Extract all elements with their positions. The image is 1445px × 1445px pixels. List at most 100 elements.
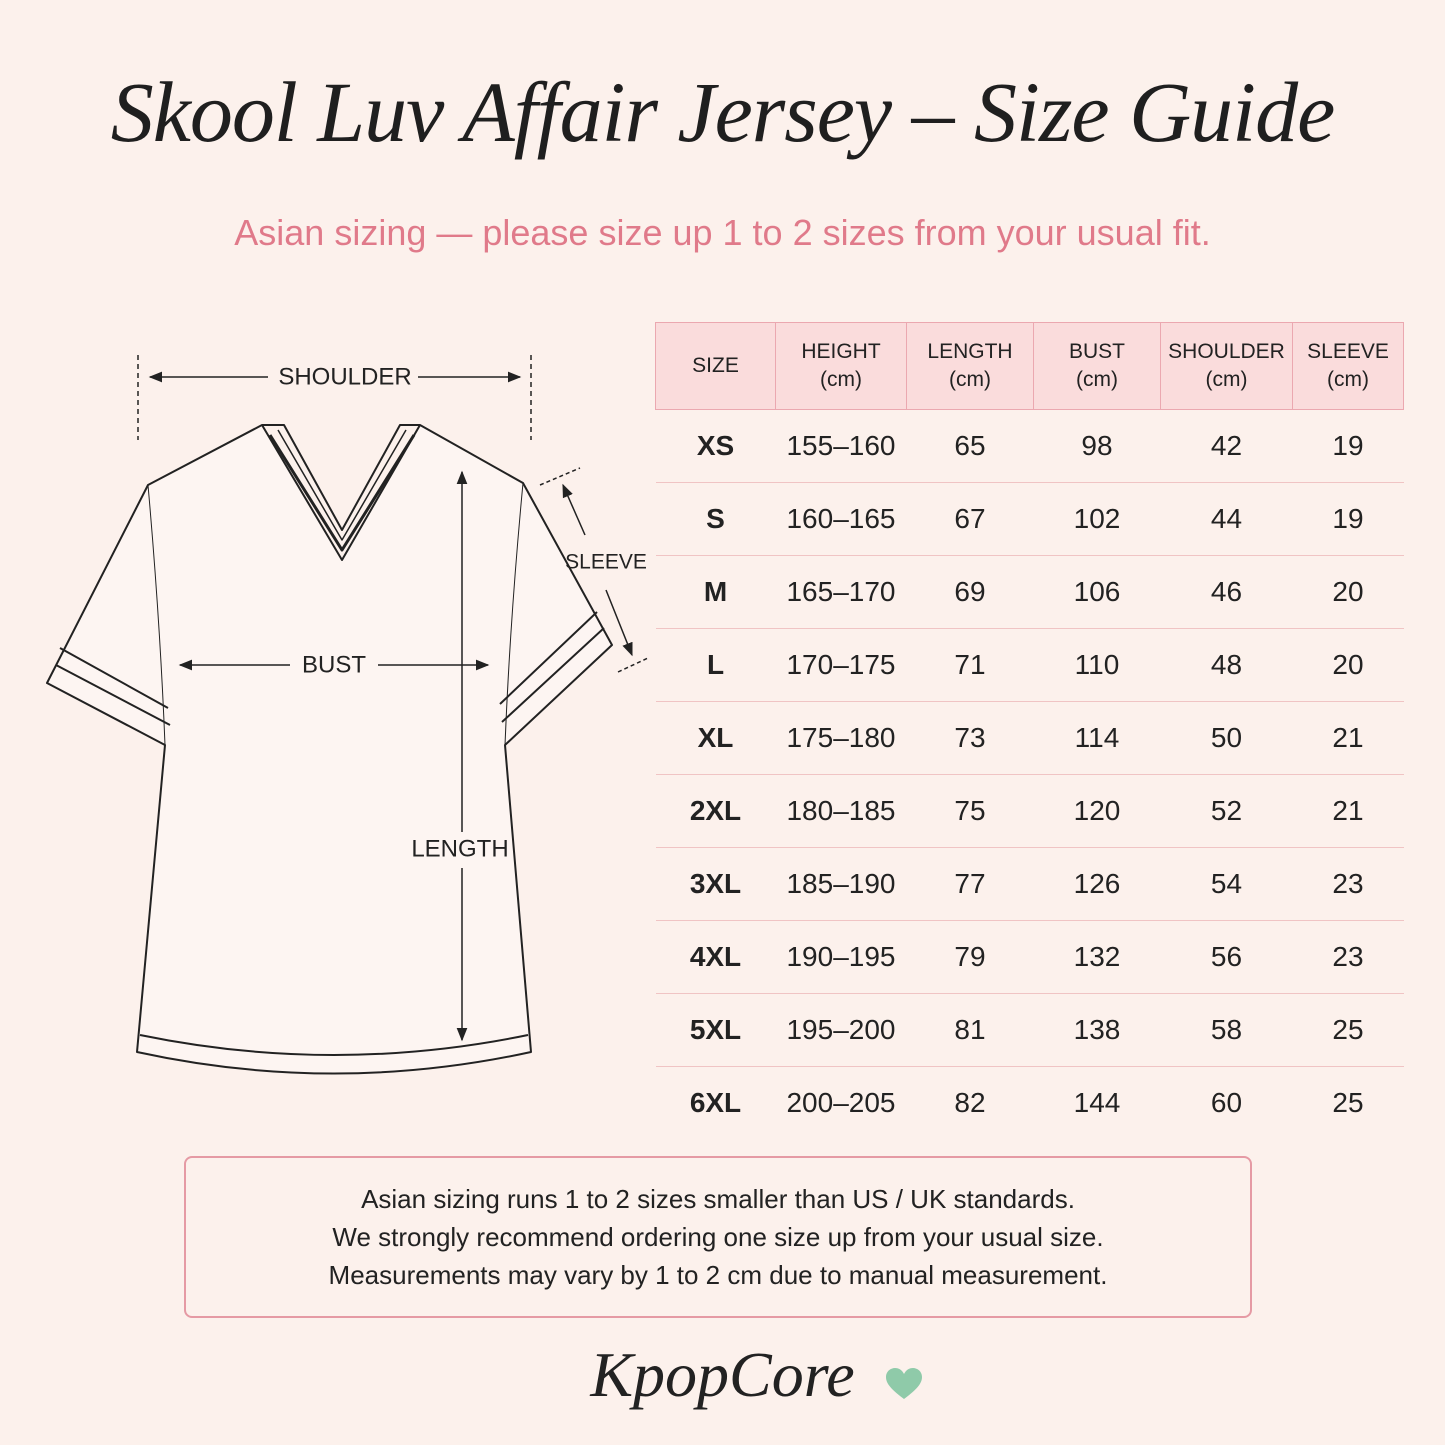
value-cell: 44: [1160, 482, 1293, 556]
value-cell: 106: [1033, 555, 1161, 629]
value-cell: 25: [1292, 993, 1404, 1067]
heart-icon: [886, 1368, 922, 1399]
table-row: M 165–170 69 106 46 20: [655, 555, 1404, 629]
note-line: Asian sizing runs 1 to 2 sizes smaller t…: [361, 1184, 1075, 1214]
value-cell: 120: [1033, 774, 1161, 848]
table-row: 6XL 200–205 82 144 60 25: [656, 1067, 1404, 1140]
value-cell: 98: [1033, 409, 1161, 483]
table-row: 4XL 190–195 79 132 56 23: [655, 920, 1404, 994]
value-cell: 200–205: [786, 1087, 896, 1118]
value-cell: 67: [906, 482, 1034, 556]
column-header: SLEEVE (cm): [1292, 322, 1404, 410]
value-cell: 21: [1292, 701, 1404, 775]
value-cell: 21: [1292, 774, 1404, 848]
size-cell: 5XL: [655, 993, 776, 1067]
size-cell: L: [655, 628, 776, 702]
value-cell: 82: [954, 1087, 986, 1118]
note-box: Asian sizing runs 1 to 2 sizes smaller t…: [184, 1156, 1252, 1318]
value-cell: 79: [906, 920, 1034, 994]
column-unit: (cm): [949, 368, 991, 391]
value-cell: 54: [1160, 847, 1293, 921]
column-label: SLEEVE: [1307, 340, 1389, 363]
value-cell: 48: [1160, 628, 1293, 702]
value-cell: 58: [1160, 993, 1293, 1067]
value-cell: 185–190: [775, 847, 907, 921]
size-table: SIZE HEIGHT (cm) LENGTH (cm) BUST (cm) SHOULDER…: [655, 322, 1404, 1139]
value-cell: 25: [1332, 1087, 1364, 1118]
size-cell: 6XL: [689, 1087, 742, 1118]
value-cell: 132: [1033, 920, 1161, 994]
value-cell: 19: [1292, 482, 1404, 556]
column-header: LENGTH (cm): [906, 322, 1034, 410]
value-cell: 190–195: [775, 920, 907, 994]
length-label: LENGTH: [411, 835, 508, 862]
column-unit: (cm): [1205, 368, 1248, 391]
value-cell: 69: [906, 555, 1034, 629]
column-unit: (cm): [1327, 368, 1369, 391]
sleeve-label: SLEEVE: [565, 551, 647, 574]
value-cell: 71: [906, 628, 1034, 702]
column-label: LENGTH: [927, 340, 1013, 363]
column-label: SHOULDER: [1168, 340, 1285, 363]
value-cell: 19: [1292, 409, 1404, 483]
value-cell: 126: [1033, 847, 1161, 921]
value-cell: 23: [1292, 920, 1404, 994]
subtitle: Asian sizing — please size up 1 to 2 siz…: [234, 212, 1211, 253]
measure-lines: [137, 355, 649, 1042]
table-row: S 160–165 67 102 44 19: [655, 482, 1404, 556]
note-line: Measurements may vary by 1 to 2 cm due t…: [328, 1260, 1108, 1290]
column-header: SIZE: [655, 322, 776, 410]
column-label: HEIGHT: [801, 340, 881, 363]
value-cell: 110: [1033, 628, 1161, 702]
table-body: XS 155–160 65 98 42 19 S 160–165 67 102 44 19 M 165–1…: [655, 409, 1404, 1140]
value-cell: 175–180: [775, 701, 907, 775]
table-row: L 170–175 71 110 48 20: [655, 628, 1404, 702]
value-cell: 52: [1160, 774, 1293, 848]
column-unit: (cm): [1076, 368, 1118, 391]
value-cell: 42: [1160, 409, 1293, 483]
size-cell: 3XL: [655, 847, 776, 921]
shirt-outline: [46, 424, 613, 1075]
column-label: SIZE: [692, 354, 739, 377]
shirt-diagram: SHOULDER BUST LENGTH SLEEVE: [46, 355, 649, 1075]
table-row: 5XL 195–200 81 138 58 25: [655, 993, 1404, 1067]
size-cell: XS: [655, 409, 776, 483]
size-cell: 2XL: [655, 774, 776, 848]
bust-label: BUST: [302, 651, 366, 678]
table-row: 3XL 185–190 77 126 54 23: [655, 847, 1404, 921]
value-cell: 160–165: [775, 482, 907, 556]
size-cell: 4XL: [655, 920, 776, 994]
value-cell: 46: [1160, 555, 1293, 629]
note-line: We strongly recommend ordering one size …: [332, 1222, 1104, 1252]
table-row: XS 155–160 65 98 42 19: [655, 409, 1404, 483]
value-cell: 81: [906, 993, 1034, 1067]
value-cell: 180–185: [775, 774, 907, 848]
value-cell: 23: [1292, 847, 1404, 921]
value-cell: 75: [906, 774, 1034, 848]
value-cell: 155–160: [775, 409, 907, 483]
value-cell: 20: [1292, 628, 1404, 702]
value-cell: 144: [1073, 1087, 1121, 1118]
value-cell: 102: [1033, 482, 1161, 556]
brand: KpopCore: [590, 1339, 855, 1410]
value-cell: 20: [1292, 555, 1404, 629]
size-cell: M: [655, 555, 776, 629]
column-header: SHOULDER (cm): [1160, 322, 1293, 410]
header-row: SIZE HEIGHT (cm) LENGTH (cm) BUST (cm) SHOULDER…: [655, 322, 1404, 410]
value-cell: 73: [906, 701, 1034, 775]
value-cell: 165–170: [775, 555, 907, 629]
table-row: XL 175–180 73 114 50 21: [655, 701, 1404, 775]
table-row: 2XL 180–185 75 120 52 21: [655, 774, 1404, 848]
value-cell: 60: [1210, 1087, 1243, 1118]
value-cell: 77: [906, 847, 1034, 921]
value-cell: 50: [1160, 701, 1293, 775]
value-cell: 138: [1033, 993, 1161, 1067]
size-cell: XL: [655, 701, 776, 775]
value-cell: 195–200: [775, 993, 907, 1067]
shoulder-label: SHOULDER: [278, 363, 411, 390]
column-header: HEIGHT (cm): [775, 322, 907, 410]
value-cell: 56: [1160, 920, 1293, 994]
title: Skool Luv Affair Jersey – Size Guide: [110, 64, 1336, 160]
